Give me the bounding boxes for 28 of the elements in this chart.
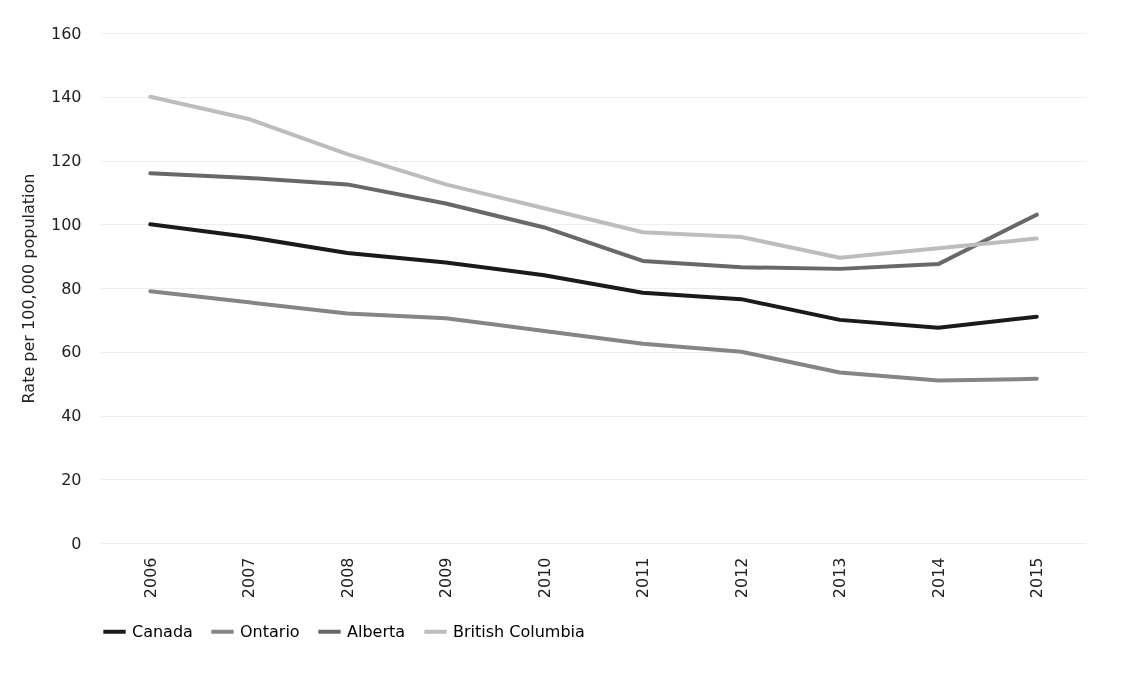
y-tick-label: 0 (71, 533, 82, 553)
legend-label: Ontario (240, 621, 300, 641)
line-series (148, 94, 1039, 260)
legend-label: Alberta (347, 621, 406, 641)
line-series (148, 171, 1039, 271)
legend-label: Canada (132, 621, 193, 641)
y-tick-label: 60 (61, 342, 82, 362)
y-tick-label: 80 (61, 278, 82, 298)
y-tick-label: 160 (50, 23, 82, 43)
y-tick-label: 100 (50, 214, 82, 234)
x-tick-label: 2013 (830, 557, 850, 599)
y-tick-label: 20 (61, 469, 82, 489)
x-tick-label: 2010 (534, 557, 554, 599)
legend-label: British Columbia (453, 621, 585, 641)
x-tick-label: 2008 (337, 557, 357, 599)
line-series (148, 289, 1039, 383)
y-tick-label: 40 (61, 406, 82, 425)
x-tick-label: 2009 (436, 557, 456, 599)
x-tick-label: 2011 (633, 557, 653, 599)
x-tick-label: 2014 (928, 557, 948, 599)
x-tick-label: 2007 (239, 557, 259, 599)
line-series (148, 222, 1039, 330)
y-axis-title: Rate per 100,000 population (18, 173, 38, 404)
x-tick-label: 2006 (140, 557, 160, 599)
x-tick-label: 2015 (1027, 557, 1047, 599)
x-tick-label: 2012 (731, 557, 751, 599)
y-tick-label: 120 (50, 151, 82, 170)
y-tick-label: 140 (50, 87, 82, 107)
